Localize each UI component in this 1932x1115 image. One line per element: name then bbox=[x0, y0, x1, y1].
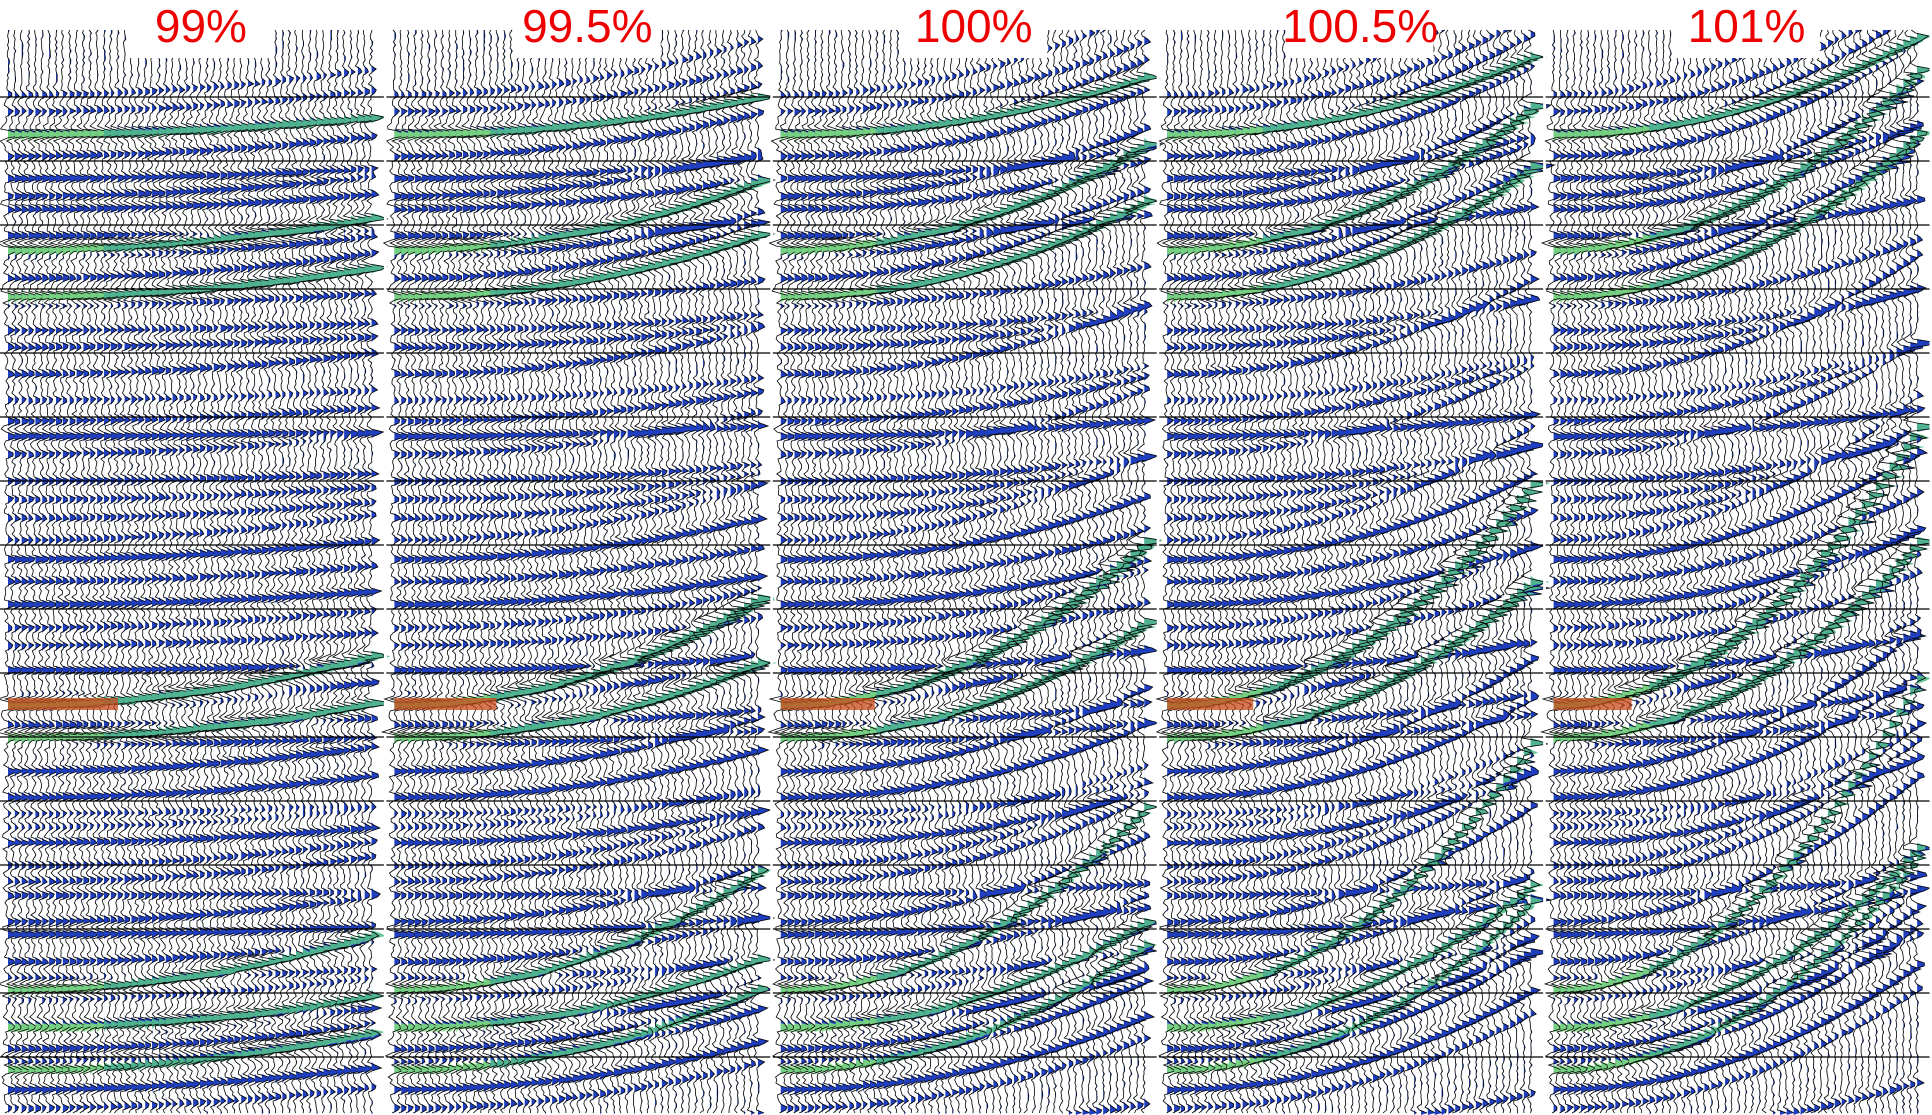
gather-panel: 100% bbox=[769, 0, 1164, 1115]
event-fill bbox=[758, 30, 777, 1115]
event-fill bbox=[1448, 30, 1470, 1115]
event-fill bbox=[1188, 30, 1208, 1115]
event-fill bbox=[1373, 30, 1392, 1115]
panel-label: 100.5% bbox=[1282, 0, 1438, 52]
event-fill bbox=[1574, 30, 1594, 1115]
trace-fill bbox=[1167, 30, 1185, 1115]
trace bbox=[1182, 30, 1210, 1113]
panel-label: 101% bbox=[1688, 0, 1806, 52]
strong-event bbox=[781, 698, 875, 710]
panel-label: 100% bbox=[915, 0, 1033, 52]
strong-event bbox=[1554, 698, 1632, 710]
strong-event bbox=[8, 698, 118, 710]
gather-panel: 99.5% bbox=[382, 0, 777, 1115]
trace-fill bbox=[1560, 30, 1578, 1115]
event-fill bbox=[696, 30, 714, 1115]
trace bbox=[66, 30, 92, 1113]
strong-event bbox=[1167, 698, 1253, 710]
trace bbox=[58, 30, 85, 1113]
trace-fill bbox=[1373, 30, 1391, 1115]
event-fill bbox=[614, 30, 636, 1115]
trace bbox=[745, 30, 775, 1113]
trace-fill bbox=[15, 30, 33, 1115]
gather-panel: 100.5% bbox=[1157, 0, 1555, 1115]
event-fill bbox=[689, 30, 708, 1115]
event-fill bbox=[42, 30, 63, 1115]
gather-panel: 99% bbox=[0, 0, 390, 1115]
figure: 99% 99.5% 100% 100.5% 101% bbox=[0, 0, 1932, 1115]
trace-fill bbox=[1531, 30, 1555, 1115]
event-fill bbox=[682, 30, 702, 1115]
event-fill bbox=[795, 30, 817, 1115]
panel-label: 99.5% bbox=[522, 0, 652, 52]
event-fill bbox=[1167, 30, 1189, 1115]
strong-event bbox=[394, 698, 496, 710]
panel-label: 99% bbox=[155, 0, 247, 52]
gather-panel: 101% bbox=[1542, 0, 1932, 1115]
